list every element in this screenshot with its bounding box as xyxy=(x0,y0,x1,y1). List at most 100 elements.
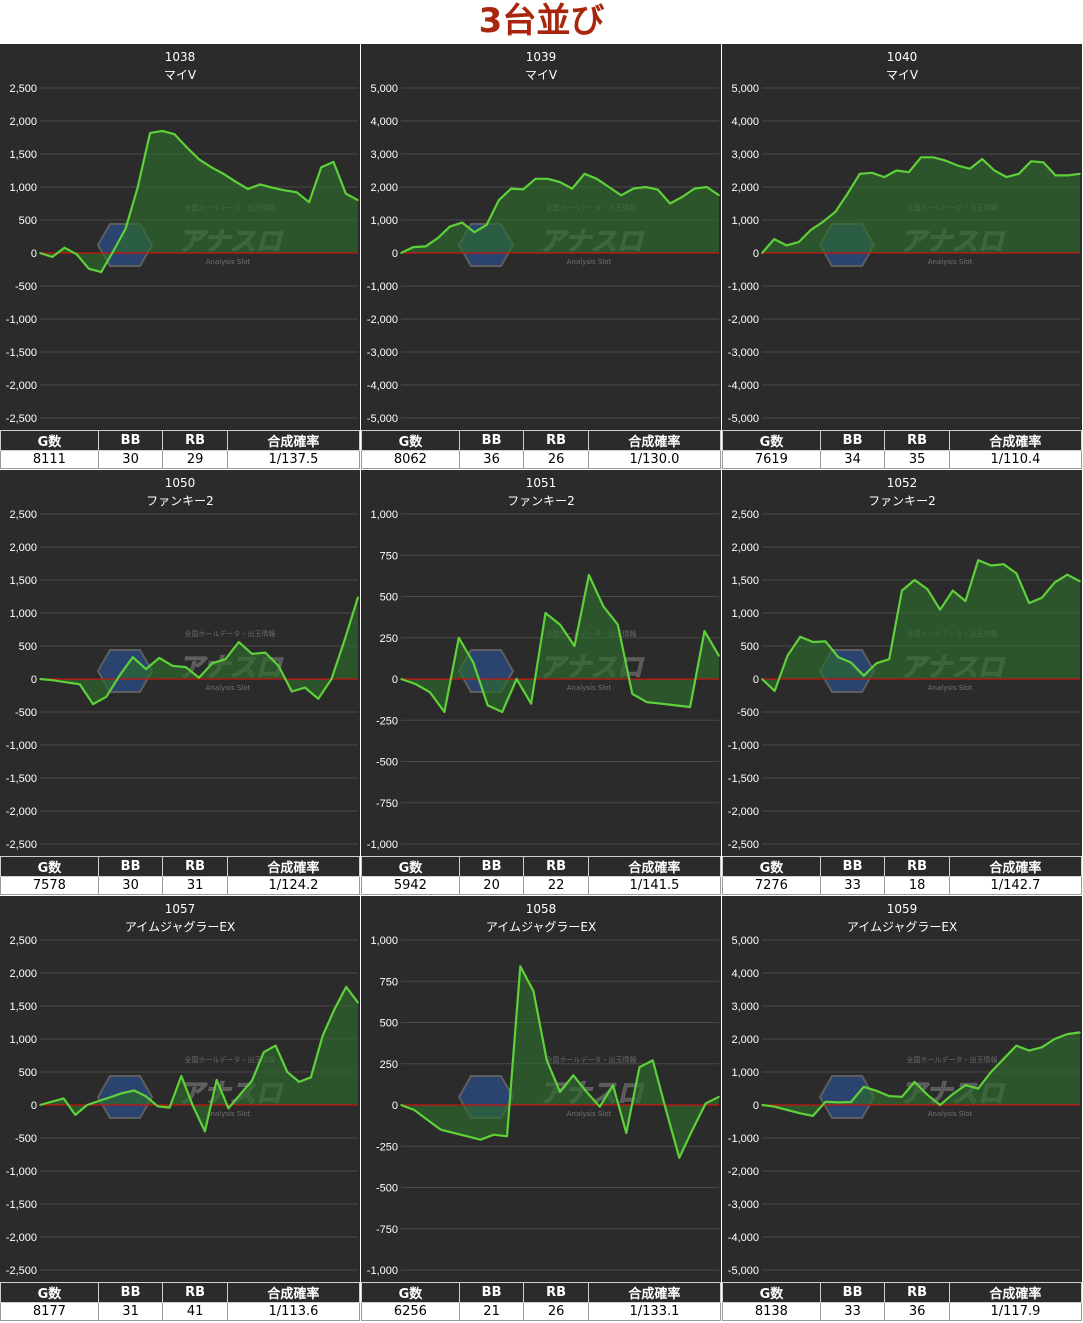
data-point xyxy=(1002,563,1005,565)
bb-value: 34 xyxy=(819,450,886,469)
data-point xyxy=(224,658,227,660)
data-point xyxy=(506,1135,508,1138)
games-value: 8062 xyxy=(361,450,460,469)
data-point xyxy=(124,227,127,230)
chart-panel-1039: 1039 マイV 5,000 4,000 3,000 2,000 1,000 0 -1,000 -… xyxy=(361,44,722,469)
y-tick-label: -5,000 xyxy=(728,1265,759,1277)
y-tick-label: 4,000 xyxy=(731,116,759,128)
rb-value: 29 xyxy=(162,450,228,469)
rb-header: RB xyxy=(523,430,589,451)
data-point xyxy=(161,130,164,132)
y-tick-label: 1,000 xyxy=(9,1034,37,1046)
y-tick-label: -3,000 xyxy=(728,347,759,359)
y-tick-label: -1,500 xyxy=(6,1199,37,1211)
data-point xyxy=(296,191,298,194)
data-point xyxy=(498,199,500,201)
data-point xyxy=(875,1090,878,1092)
y-tick-label: 1,500 xyxy=(731,575,759,587)
y-tick-label: -1,000 xyxy=(728,281,759,293)
prob-value: 1/124.2 xyxy=(226,876,361,895)
games-header: G数 xyxy=(361,856,460,877)
watermark-sub: Analysis Slot xyxy=(567,1110,612,1118)
chart-area: 1051 ファンキー2 1,000 750 500 250 0 -250 -500 -750 -1,… xyxy=(361,470,721,856)
data-point xyxy=(105,696,108,698)
data-point xyxy=(485,224,488,226)
data-point xyxy=(283,189,286,192)
data-point xyxy=(413,1109,416,1111)
prob-value: 1/110.4 xyxy=(948,450,1083,469)
data-point xyxy=(547,178,549,180)
data-point xyxy=(52,679,55,682)
games-header: G数 xyxy=(361,1282,460,1303)
data-point xyxy=(180,1075,183,1077)
bb-value: 30 xyxy=(97,876,164,895)
data-point xyxy=(969,168,971,170)
y-tick-label: 4,000 xyxy=(370,116,398,128)
data-point xyxy=(332,161,335,163)
rb-value: 36 xyxy=(884,1302,950,1321)
data-point xyxy=(344,638,346,641)
y-tick-label: 250 xyxy=(380,1059,398,1071)
data-point xyxy=(133,1089,135,1092)
chart-panel-1040: 1040 マイV 5,000 4,000 3,000 2,000 1,000 0 -1,000 -… xyxy=(722,44,1083,469)
data-point xyxy=(51,1100,53,1103)
data-point xyxy=(310,1076,312,1079)
data-point xyxy=(171,665,174,667)
difference-chart: 5,000 4,000 3,000 2,000 1,000 0 -1,000 -2,000 -3… xyxy=(367,83,720,425)
stats-table: G数 BB RB 合成確率 7276 33 18 1/142.7 xyxy=(722,856,1083,895)
data-point xyxy=(198,676,200,679)
difference-chart: 2,500 2,000 1,500 1,000 500 0 -500 -1,000 -1,500… xyxy=(728,509,1081,851)
data-point xyxy=(63,246,66,249)
data-point xyxy=(264,651,267,654)
y-tick-label: 2,500 xyxy=(9,83,37,95)
y-tick-label: 500 xyxy=(741,641,759,653)
machine-name: アイムジャグラーEX xyxy=(485,920,597,934)
chart-area: 1038 マイV 2,500 2,000 1,500 1,000 500 0 -500 -1,00… xyxy=(0,44,360,430)
data-point xyxy=(286,1071,289,1073)
data-point xyxy=(291,690,293,693)
data-point xyxy=(239,1093,241,1096)
data-point xyxy=(79,683,81,686)
data-point xyxy=(761,252,763,254)
area-fill xyxy=(40,130,358,273)
y-tick-label: -3,000 xyxy=(728,1199,759,1211)
prob-header: 合成確率 xyxy=(587,430,722,451)
data-point xyxy=(895,169,898,172)
y-tick-label: 2,000 xyxy=(731,1034,759,1046)
data-point xyxy=(669,202,671,205)
data-point xyxy=(1053,581,1056,584)
data-point xyxy=(486,704,489,707)
y-tick-label: 2,000 xyxy=(9,116,37,128)
data-point xyxy=(1002,1058,1005,1060)
data-point xyxy=(211,662,214,664)
bb-value: 31 xyxy=(97,1302,164,1321)
y-tick-label: 0 xyxy=(392,674,398,686)
data-point xyxy=(192,1105,194,1108)
data-point xyxy=(532,990,535,992)
y-tick-label: 2,000 xyxy=(370,182,398,194)
data-point xyxy=(573,645,576,647)
chart-panel-1059: 1059 アイムジャグラーEX 5,000 4,000 3,000 2,000 1,000 0… xyxy=(722,896,1083,1321)
y-tick-label: -1,000 xyxy=(728,740,759,752)
bb-header: BB xyxy=(458,1282,525,1303)
data-point xyxy=(357,596,359,598)
data-point xyxy=(913,1081,916,1083)
data-point xyxy=(956,164,959,167)
games-header: G数 xyxy=(0,856,99,877)
bb-value: 20 xyxy=(458,876,525,895)
y-tick-label: 2,000 xyxy=(9,968,37,980)
prob-value: 1/117.9 xyxy=(948,1302,1083,1321)
prob-value: 1/141.5 xyxy=(587,876,722,895)
bb-header: BB xyxy=(819,856,886,877)
chart-panel-1057: 1057 アイムジャグラーEX 2,500 2,000 1,500 1,000 500 0 -5… xyxy=(0,896,361,1321)
data-point xyxy=(964,600,967,602)
data-point xyxy=(977,559,979,561)
rb-header: RB xyxy=(162,856,228,877)
y-tick-label: 3,000 xyxy=(731,149,759,161)
data-point xyxy=(510,187,512,190)
chart-area: 1050 ファンキー2 2,500 2,000 1,500 1,000 500 0 -500 -1… xyxy=(0,470,360,856)
area-fill xyxy=(762,1032,1080,1116)
y-tick-label: -5,000 xyxy=(367,413,398,425)
y-tick-label: -5,000 xyxy=(728,413,759,425)
rb-header: RB xyxy=(884,1282,950,1303)
